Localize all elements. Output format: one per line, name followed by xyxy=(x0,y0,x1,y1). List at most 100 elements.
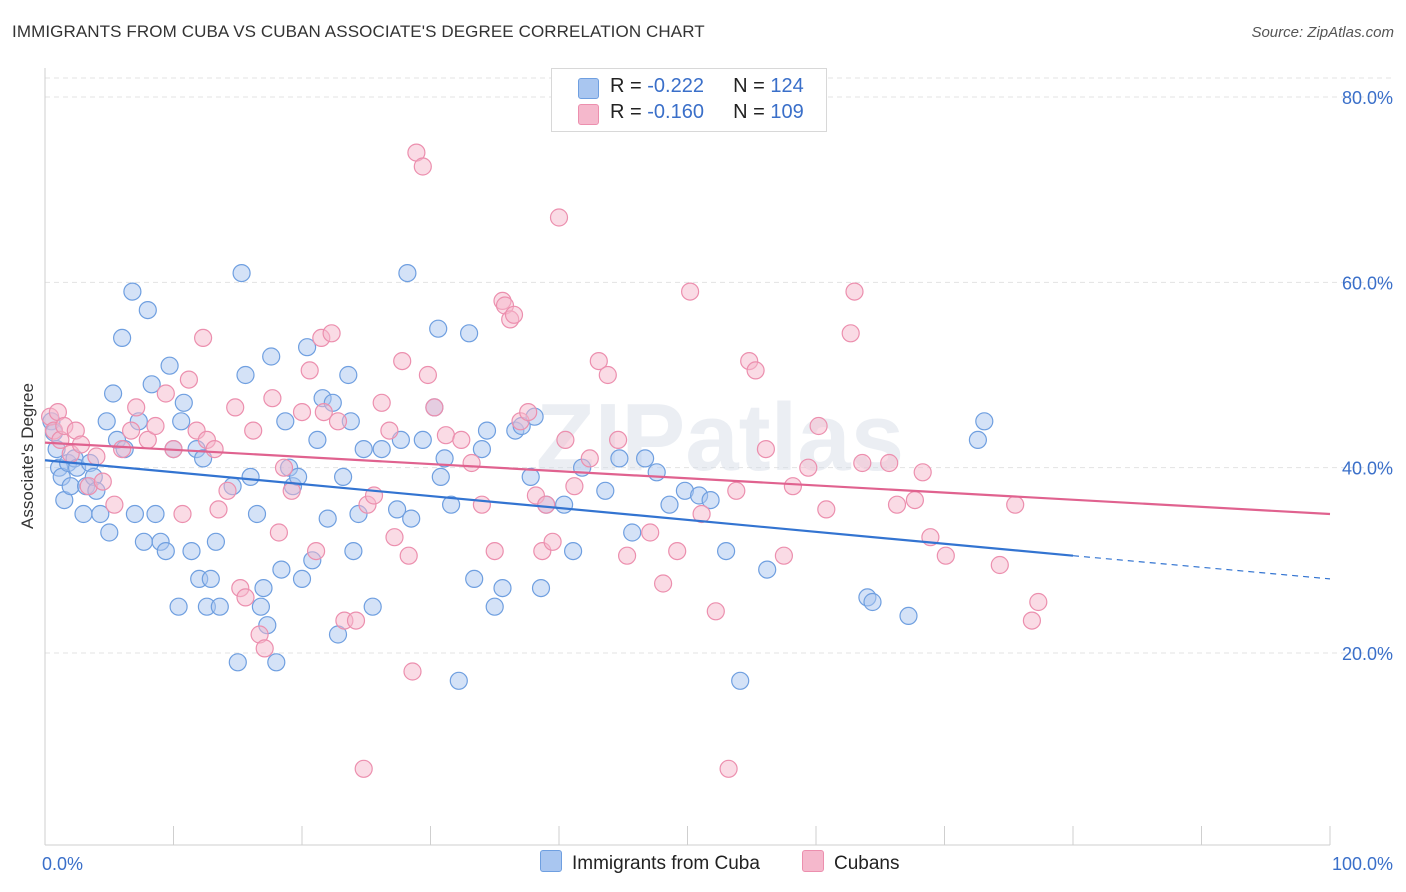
data-point xyxy=(774,546,794,565)
data-point xyxy=(125,504,144,524)
data-point xyxy=(254,578,273,598)
data-point xyxy=(100,523,119,542)
data-point xyxy=(146,504,165,524)
legend-swatch-pink xyxy=(578,104,599,125)
data-point xyxy=(156,541,175,561)
data-point xyxy=(1029,592,1048,612)
gridlines xyxy=(45,77,1392,654)
data-point xyxy=(653,574,673,593)
data-point xyxy=(174,393,193,412)
data-point xyxy=(537,495,556,514)
data-point xyxy=(635,449,655,468)
legend-n-label: N = xyxy=(733,75,771,97)
legend-n-label: N = xyxy=(733,101,771,123)
data-point xyxy=(146,416,165,436)
data-point xyxy=(452,430,471,449)
data-point xyxy=(460,324,479,343)
data-point xyxy=(913,463,932,482)
data-point xyxy=(346,611,366,630)
data-point xyxy=(276,412,295,431)
data-point xyxy=(91,504,110,524)
legend-item-immigrants-from-cuba: Immigrants from Cuba xyxy=(540,850,760,875)
data-point xyxy=(112,328,132,347)
data-point xyxy=(531,578,551,598)
data-point xyxy=(746,361,765,380)
data-point xyxy=(936,546,955,565)
y-tick-label: 40.0% xyxy=(1342,459,1393,479)
data-point xyxy=(236,588,255,607)
y-tick-labels: 20.0% 40.0% 60.0% 80.0% xyxy=(1342,88,1393,664)
data-point xyxy=(610,449,629,468)
data-point xyxy=(307,541,326,561)
data-point xyxy=(841,324,860,343)
data-point xyxy=(201,569,220,589)
data-point xyxy=(74,504,93,524)
data-point xyxy=(182,541,201,561)
legend-swatch-pink xyxy=(802,850,824,872)
data-point xyxy=(236,365,255,385)
data-point xyxy=(194,328,213,347)
data-point xyxy=(477,421,497,440)
data-point xyxy=(701,491,720,510)
data-point xyxy=(465,569,484,589)
data-point xyxy=(556,430,575,449)
data-point xyxy=(172,412,191,431)
data-point xyxy=(385,528,404,547)
data-point xyxy=(449,671,468,690)
data-point xyxy=(328,412,348,431)
data-point xyxy=(226,398,245,417)
data-point xyxy=(372,393,391,412)
data-point xyxy=(425,398,444,417)
watermark-text: ZIPatlas xyxy=(536,384,904,491)
data-point xyxy=(61,477,80,496)
data-point xyxy=(380,421,399,440)
source-label: Source: ZipAtlas.com xyxy=(1251,24,1394,41)
data-point xyxy=(413,157,432,176)
data-point xyxy=(521,467,540,486)
data-point xyxy=(103,384,123,403)
data-point xyxy=(731,671,750,690)
data-point xyxy=(462,453,481,473)
data-point xyxy=(334,467,353,486)
data-point xyxy=(318,509,337,528)
data-point xyxy=(990,555,1009,575)
legend-r-value: -0.222 xyxy=(647,75,704,97)
data-point xyxy=(300,361,319,380)
data-point xyxy=(623,523,642,542)
data-point xyxy=(887,495,907,514)
chart-title: IMMIGRANTS FROM CUBA VS CUBAN ASSOCIATE'… xyxy=(12,22,705,41)
data-point xyxy=(402,509,421,528)
data-point xyxy=(269,523,288,542)
data-point xyxy=(727,481,746,500)
data-point xyxy=(262,347,281,366)
trend-line-extension xyxy=(1072,555,1331,580)
data-point xyxy=(706,602,725,621)
data-point xyxy=(435,449,454,468)
data-point xyxy=(393,352,412,371)
data-point xyxy=(403,662,422,681)
data-point xyxy=(429,319,448,338)
data-point xyxy=(817,500,836,519)
data-point xyxy=(905,491,925,510)
data-point xyxy=(641,523,660,542)
data-point xyxy=(247,504,267,524)
data-point xyxy=(431,467,450,486)
data-point xyxy=(485,541,504,561)
data-point xyxy=(668,541,687,561)
data-point xyxy=(436,426,455,445)
data-point xyxy=(565,477,584,496)
data-point xyxy=(799,458,818,477)
data-point xyxy=(169,597,188,616)
data-point xyxy=(308,430,327,449)
data-point xyxy=(589,352,608,371)
x-axis-ticks xyxy=(44,826,1331,845)
y-tick-label: 20.0% xyxy=(1342,644,1393,664)
data-point xyxy=(472,440,491,459)
data-point xyxy=(845,282,864,301)
data-point xyxy=(292,569,312,589)
legend-r-value: -0.160 xyxy=(647,101,704,123)
data-point xyxy=(282,481,301,500)
legend-r-label: R = xyxy=(610,75,648,97)
data-point xyxy=(398,264,417,283)
data-point xyxy=(210,597,229,616)
